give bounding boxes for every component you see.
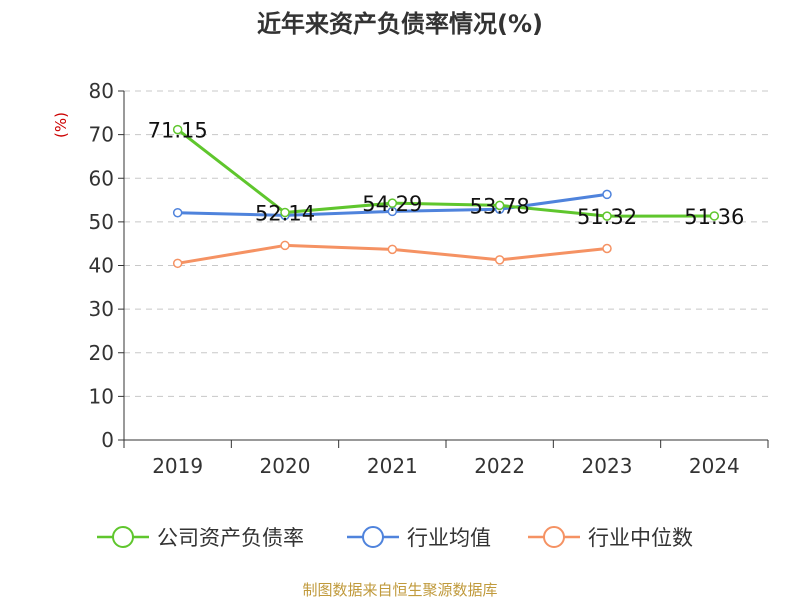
series-layer [172,124,720,269]
y-axis-unit: (%) [52,112,70,138]
x-tick-label: 2021 [367,454,418,478]
y-tick-label: 30 [89,297,114,321]
source-note: 制图数据来自恒生聚源数据库 [302,581,497,599]
data-point [602,211,612,221]
data-label: 51.32 [577,205,637,229]
data-point [172,124,183,135]
data-point [387,244,398,255]
data-point [172,258,183,269]
x-tick-label: 2019 [152,454,203,478]
data-point [602,189,612,200]
data-point [494,255,505,265]
legend-label: 行业均值 [407,526,491,550]
data-label: 52.14 [255,202,315,226]
x-tick-label: 2024 [689,454,740,478]
axes: 0 10 20 30 40 50 60 70 80 2019 2020 2021 2022 2023 202… [89,79,769,478]
data-point [280,207,290,218]
data-label: 54.29 [362,192,422,216]
legend-label: 行业中位数 [588,526,693,550]
y-tick-label: 20 [89,341,114,365]
legend-marker [362,526,384,548]
y-tick-label: 70 [89,123,114,147]
data-point [494,200,505,211]
legend-label: 公司资产负债率 [157,526,304,550]
chart-title: 近年来资产负债率情况(%) [257,10,543,38]
data-label: 53.78 [470,194,530,218]
series-line [176,128,715,218]
data-point [387,198,398,208]
legend-marker [543,526,565,548]
legend: 公司资产负债率 行业均值 行业中位数 [97,526,693,550]
data-point [172,207,183,218]
x-tick-label: 2020 [260,454,311,478]
y-tick-label: 0 [101,428,114,452]
data-point [709,211,720,221]
x-tick-label: 2023 [582,454,633,478]
legend-marker [112,526,134,548]
x-tick-label: 2022 [474,454,525,478]
y-tick-label: 80 [89,79,114,103]
y-tick-label: 40 [89,254,114,278]
data-labels: 71.15 52.14 54.29 53.78 51.32 51.36 [148,119,745,230]
y-tick-label: 60 [89,166,114,190]
data-point [280,240,290,251]
y-tick-label: 10 [89,384,114,408]
data-point [602,243,612,254]
gridlines [124,90,768,397]
data-label: 71.15 [148,119,208,143]
y-tick-label: 50 [89,210,114,234]
data-label: 51.36 [684,205,744,229]
